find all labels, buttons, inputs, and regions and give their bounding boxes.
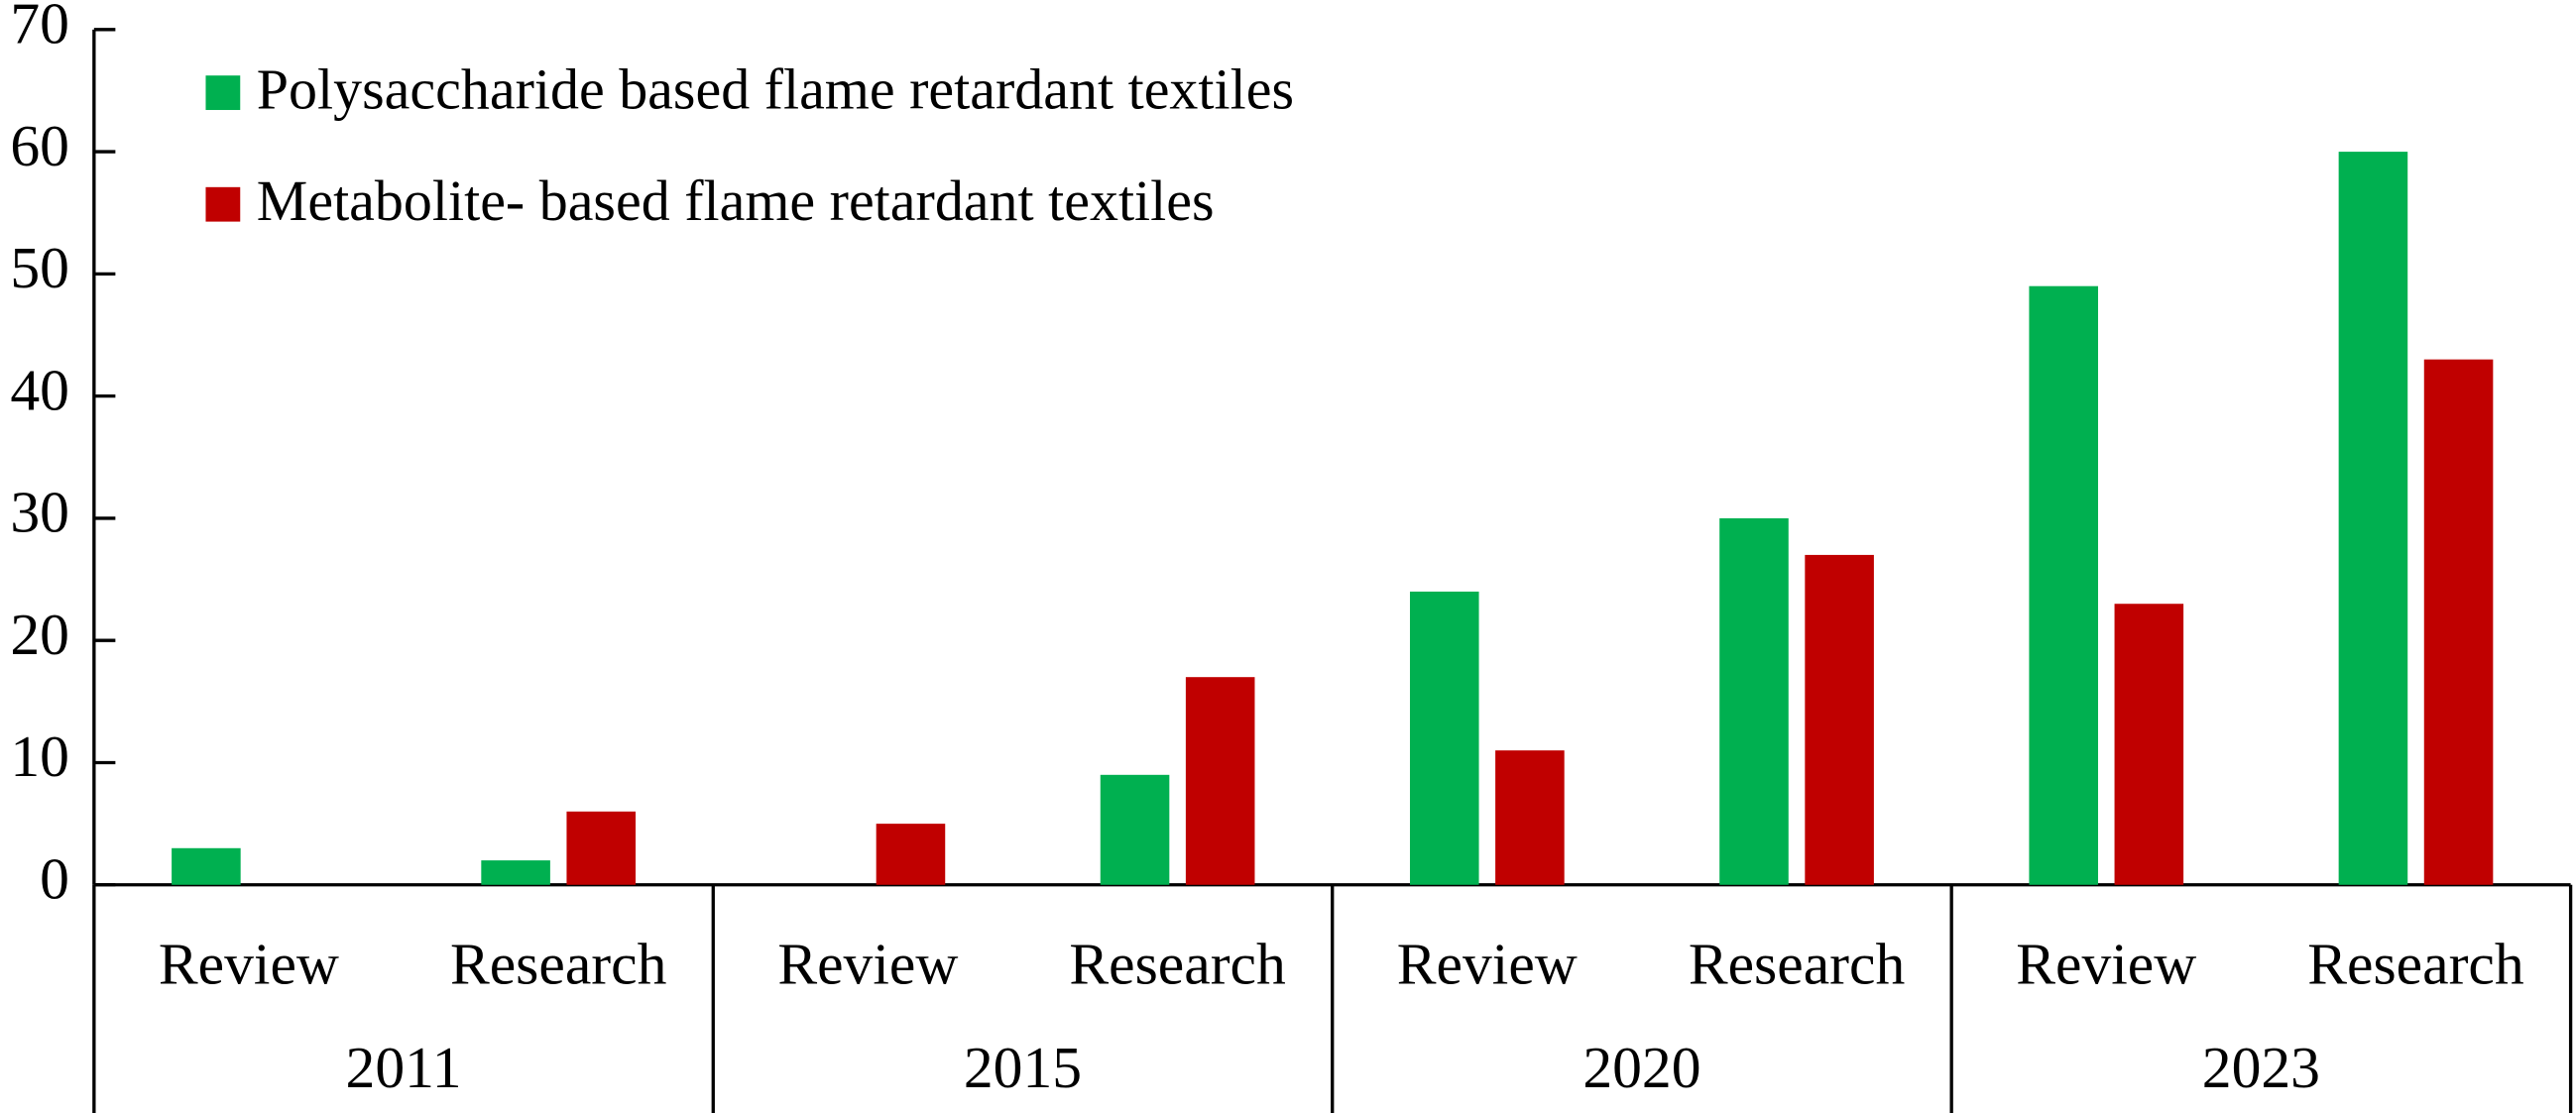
x-tick-label: Research	[2307, 932, 2524, 997]
x-tick-label: Review	[159, 932, 339, 997]
bar	[1409, 591, 1479, 885]
y-tick-label: 0	[40, 845, 69, 911]
bar	[566, 811, 637, 885]
legend-swatch	[205, 75, 241, 110]
bar	[1185, 677, 1255, 885]
bar	[2029, 285, 2098, 885]
y-tick-label: 40	[10, 357, 69, 422]
y-tick-label: 50	[10, 235, 69, 300]
x-tick-label: Research	[450, 932, 667, 997]
group-label: 2011	[346, 1035, 462, 1100]
legend-swatch	[205, 186, 241, 222]
bar	[1100, 774, 1170, 885]
bar	[172, 847, 241, 885]
group-label: 2023	[2202, 1035, 2320, 1100]
y-tick-label: 30	[10, 480, 69, 545]
y-tick-label: 70	[10, 0, 69, 56]
bar	[2423, 359, 2494, 885]
x-tick-label: Review	[2016, 932, 2196, 997]
bar	[876, 824, 946, 885]
bar	[1495, 750, 1565, 885]
bar	[1719, 517, 1789, 885]
x-tick-label: Research	[1689, 932, 1906, 997]
bar	[2338, 152, 2408, 885]
y-tick-label: 10	[10, 723, 69, 789]
legend-label: Metabolite- based flame retardant textil…	[257, 168, 1215, 233]
x-tick-label: Review	[777, 932, 958, 997]
y-tick-label: 20	[10, 602, 69, 667]
x-tick-label: Research	[1069, 932, 1286, 997]
legend-label: Polysaccharide based flame retardant tex…	[257, 56, 1294, 121]
group-label: 2015	[964, 1035, 1082, 1100]
group-label: 2020	[1582, 1035, 1700, 1100]
x-tick-label: Review	[1397, 932, 1578, 997]
bar	[2114, 604, 2184, 885]
bar	[1805, 554, 1874, 885]
bar	[481, 860, 550, 885]
y-tick-label: 60	[10, 113, 69, 178]
